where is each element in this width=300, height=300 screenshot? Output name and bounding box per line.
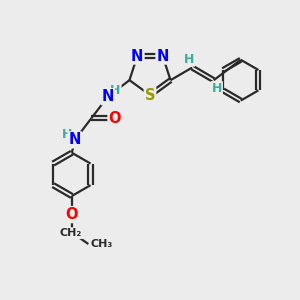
Text: O: O [66, 207, 78, 222]
Text: H: H [212, 82, 222, 95]
Text: N: N [131, 49, 143, 64]
Text: N: N [102, 89, 114, 104]
Text: O: O [109, 111, 121, 126]
Text: S: S [145, 88, 155, 103]
Text: H: H [62, 128, 72, 141]
Text: H: H [184, 53, 194, 66]
Text: H: H [110, 84, 121, 97]
Text: N: N [69, 132, 81, 147]
Text: CH₂: CH₂ [60, 228, 82, 238]
Text: CH₃: CH₃ [91, 239, 113, 249]
Text: N: N [157, 49, 169, 64]
